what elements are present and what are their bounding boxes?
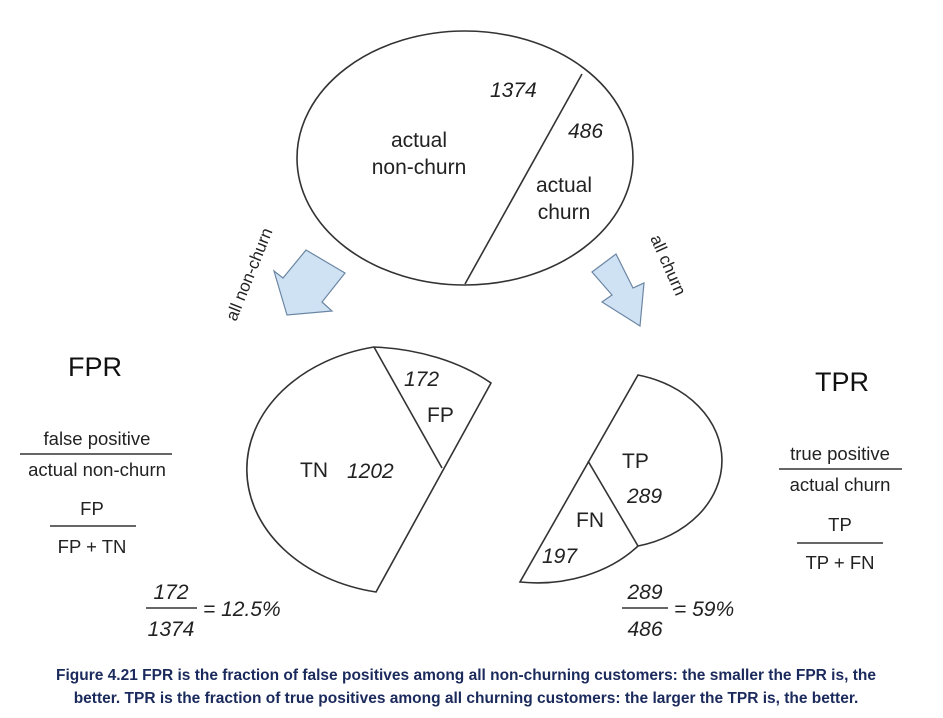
- right-arrow: all churn: [591, 232, 690, 328]
- churn-shape: TP 289 FN 197: [518, 374, 723, 584]
- tpr-frac2-denominator: TP + FN: [805, 552, 874, 573]
- tpr-result-value: = 59%: [674, 598, 734, 621]
- tn-label: TN: [300, 459, 328, 482]
- tpr-result-denominator: 486: [627, 618, 662, 641]
- churn-shape-outline: [518, 374, 723, 584]
- fpr-result-value: = 12.5%: [203, 598, 281, 621]
- top-ellipse-divider: [464, 73, 583, 285]
- fpr-frac1-numerator: false positive: [44, 428, 151, 449]
- tpr-block: TPR true positive actual churn TP TP + F…: [622, 367, 902, 641]
- tpr-title: TPR: [815, 367, 869, 397]
- left-arrow-icon: [272, 249, 346, 316]
- non-churn-count: 1374: [490, 79, 537, 102]
- right-arrow-label: all churn: [646, 232, 689, 298]
- fpr-block: FPR false positive actual non-churn FP F…: [20, 352, 281, 641]
- caption-line1: Figure 4.21 FPR is the fraction of false…: [56, 667, 876, 684]
- figure-caption: Figure 4.21 FPR is the fraction of false…: [56, 667, 876, 707]
- tp-count: 289: [626, 485, 662, 508]
- non-churn-shape-outline: [246, 346, 493, 593]
- caption-line2: better. TPR is the fraction of true posi…: [74, 690, 859, 707]
- right-arrow-icon: [591, 253, 645, 328]
- fp-label: FP: [427, 404, 454, 427]
- fpr-result-numerator: 172: [153, 581, 188, 604]
- tn-count: 1202: [347, 460, 394, 483]
- churn-count: 486: [568, 120, 603, 143]
- fp-divider: [373, 346, 443, 469]
- tpr-frac2-numerator: TP: [828, 514, 852, 535]
- tp-label: TP: [622, 450, 649, 473]
- churn-label-line2: churn: [538, 201, 591, 224]
- fpr-title: FPR: [68, 352, 122, 382]
- top-ellipse: 1374 486 actual non-churn actual churn: [296, 30, 634, 286]
- churn-label-line1: actual: [536, 174, 592, 197]
- fn-label: FN: [576, 509, 604, 532]
- left-arrow: all non-churn: [222, 225, 346, 323]
- top-ellipse-outline: [296, 30, 634, 286]
- fn-count: 197: [542, 545, 578, 568]
- fpr-frac1-denominator: actual non-churn: [28, 459, 166, 480]
- tpr-frac1-denominator: actual churn: [790, 474, 891, 495]
- fpr-result-denominator: 1374: [148, 618, 195, 641]
- non-churn-shape: 172 FP TN 1202: [246, 346, 493, 593]
- tp-fn-divider: [587, 460, 639, 547]
- fp-count: 172: [404, 368, 439, 391]
- non-churn-label-line1: actual: [391, 129, 447, 152]
- non-churn-label-line2: non-churn: [372, 156, 467, 179]
- tpr-frac1-numerator: true positive: [790, 443, 890, 464]
- fpr-frac2-numerator: FP: [80, 498, 104, 519]
- tpr-result-numerator: 289: [626, 581, 662, 604]
- fpr-frac2-denominator: FP + TN: [58, 536, 127, 557]
- left-arrow-label: all non-churn: [222, 225, 276, 323]
